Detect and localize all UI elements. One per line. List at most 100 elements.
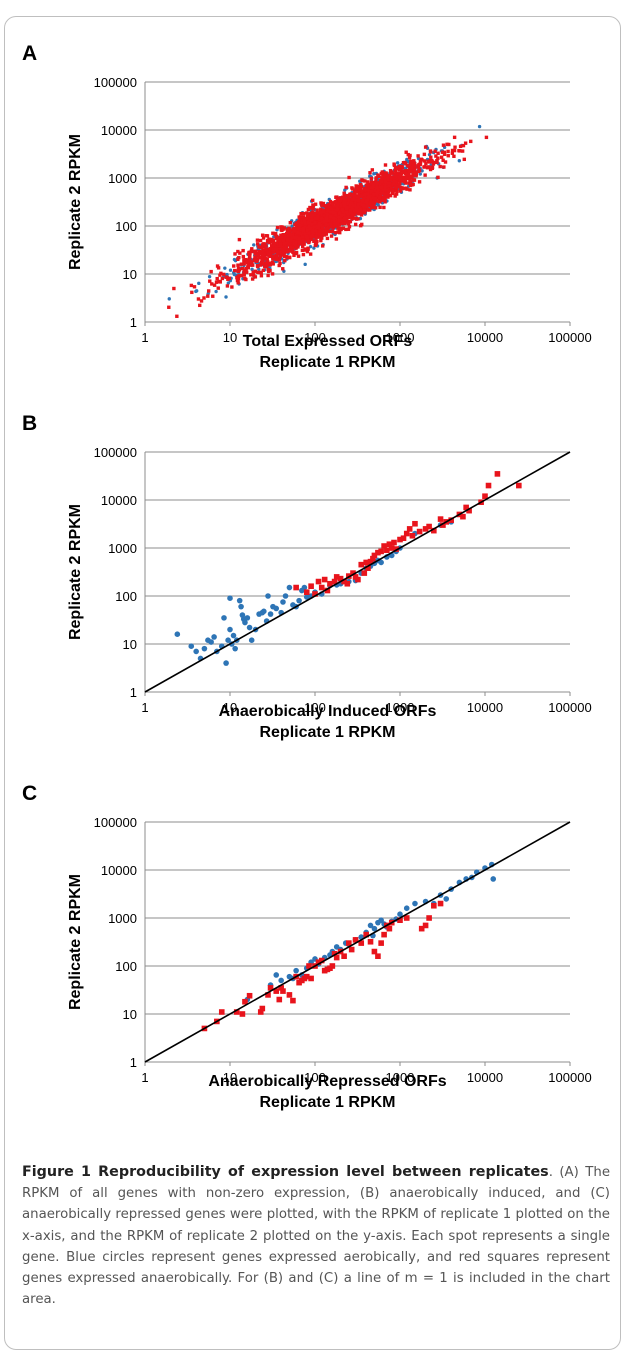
data-point-square	[435, 158, 439, 163]
data-point-square	[342, 202, 347, 206]
x-tick-label: 100000	[548, 330, 591, 345]
data-point-circle	[230, 632, 237, 639]
data-point-square	[324, 216, 329, 220]
data-point-square	[394, 192, 399, 196]
data-point-circle	[443, 896, 450, 902]
data-point-square	[369, 199, 373, 204]
data-point-square	[378, 548, 384, 555]
data-point-square	[266, 267, 270, 272]
data-point-square	[216, 266, 221, 270]
data-point-circle	[211, 634, 217, 640]
data-point-square	[227, 276, 232, 280]
data-point-square	[364, 198, 368, 202]
data-point-square	[306, 214, 310, 218]
y-tick-label: 10	[123, 267, 137, 282]
data-point-square	[348, 219, 353, 224]
data-point-square	[259, 270, 263, 274]
data-point-square	[381, 543, 387, 549]
data-point-square	[215, 276, 219, 281]
data-point-square	[217, 279, 221, 284]
data-point-square	[280, 228, 284, 233]
data-point-square	[249, 263, 253, 267]
data-point-square	[352, 937, 359, 943]
data-point-square	[263, 261, 267, 265]
data-point-square	[397, 164, 402, 169]
data-point-square	[333, 211, 337, 215]
data-point-square	[334, 213, 338, 217]
x-tick-label: 10000	[467, 330, 503, 345]
data-point-square	[258, 238, 263, 243]
data-point-square	[344, 580, 351, 587]
data-point-square	[344, 227, 348, 232]
data-point-square	[358, 940, 365, 946]
data-point-square	[436, 151, 440, 155]
data-point-square	[344, 197, 348, 202]
data-point-square	[209, 269, 213, 274]
data-point-square	[359, 194, 363, 198]
data-point-square	[353, 216, 357, 220]
data-point-square	[346, 212, 351, 216]
data-point-square	[386, 174, 390, 178]
data-point-square	[397, 168, 402, 172]
data-point-circle	[232, 272, 237, 277]
data-point-square	[334, 237, 339, 241]
data-point-circle	[378, 559, 384, 566]
data-point-square	[249, 273, 253, 277]
data-point-square	[303, 232, 307, 236]
chart-panel-c: C 1 10 100 1000 10000 100000 1 10 100 1000 10000 100…	[22, 782, 592, 1111]
data-point-square	[325, 229, 329, 234]
data-point-square	[257, 245, 261, 249]
data-point-square	[367, 184, 371, 188]
data-point-square	[328, 210, 332, 214]
data-point-square	[329, 234, 334, 238]
data-point-square	[324, 222, 328, 226]
data-point-square	[285, 237, 290, 242]
data-point-square	[324, 232, 329, 236]
data-point-square	[337, 218, 341, 223]
data-point-square	[301, 252, 306, 257]
data-point-square	[239, 273, 244, 278]
data-point-square	[433, 149, 437, 153]
data-point-square	[424, 162, 428, 166]
data-point-square	[292, 253, 296, 258]
data-point-square	[253, 275, 258, 279]
y-tick-label: 100000	[94, 815, 137, 830]
y-tick-label: 1000	[108, 171, 137, 186]
caption-title: Figure 1 Reproducibility of expression l…	[22, 1164, 549, 1180]
data-point-square	[393, 183, 398, 188]
data-point-square	[389, 185, 393, 189]
data-point-square	[422, 922, 429, 929]
data-point-square	[412, 170, 416, 175]
data-point-square	[297, 224, 302, 228]
data-point-square	[370, 168, 375, 172]
data-point-circle	[257, 267, 261, 271]
data-point-square	[366, 192, 370, 197]
data-point-square	[412, 164, 417, 168]
data-point-square	[405, 176, 409, 180]
data-point-square	[190, 290, 194, 295]
data-point-square	[294, 250, 299, 255]
data-point-square	[375, 549, 381, 556]
x-axis-subtitle: Replicate 1 RPKM	[259, 724, 395, 741]
data-point-square	[388, 193, 393, 198]
data-point-square	[242, 268, 246, 273]
data-point-square	[333, 574, 340, 580]
data-point-square	[462, 157, 466, 162]
x-axis-title: Anaerobically Repressed ORFs	[208, 1073, 446, 1090]
data-point-square	[253, 269, 258, 273]
data-point-square	[409, 532, 416, 539]
data-point-square	[376, 199, 381, 203]
data-point-square	[410, 169, 414, 173]
chart-panel-a: A 1 10 100 1000 10000 100000 1 10 100 1000 10000 100…	[22, 42, 592, 371]
data-point-square	[376, 173, 380, 177]
data-point-square	[368, 208, 372, 212]
data-point-square	[377, 181, 382, 186]
data-point-square	[448, 517, 454, 523]
data-point-square	[386, 925, 393, 932]
data-point-square	[317, 235, 321, 239]
data-point-square	[291, 239, 296, 244]
data-point-square	[365, 565, 371, 571]
data-point-square	[329, 222, 333, 226]
data-point-square	[418, 925, 425, 932]
data-point-square	[265, 992, 271, 998]
